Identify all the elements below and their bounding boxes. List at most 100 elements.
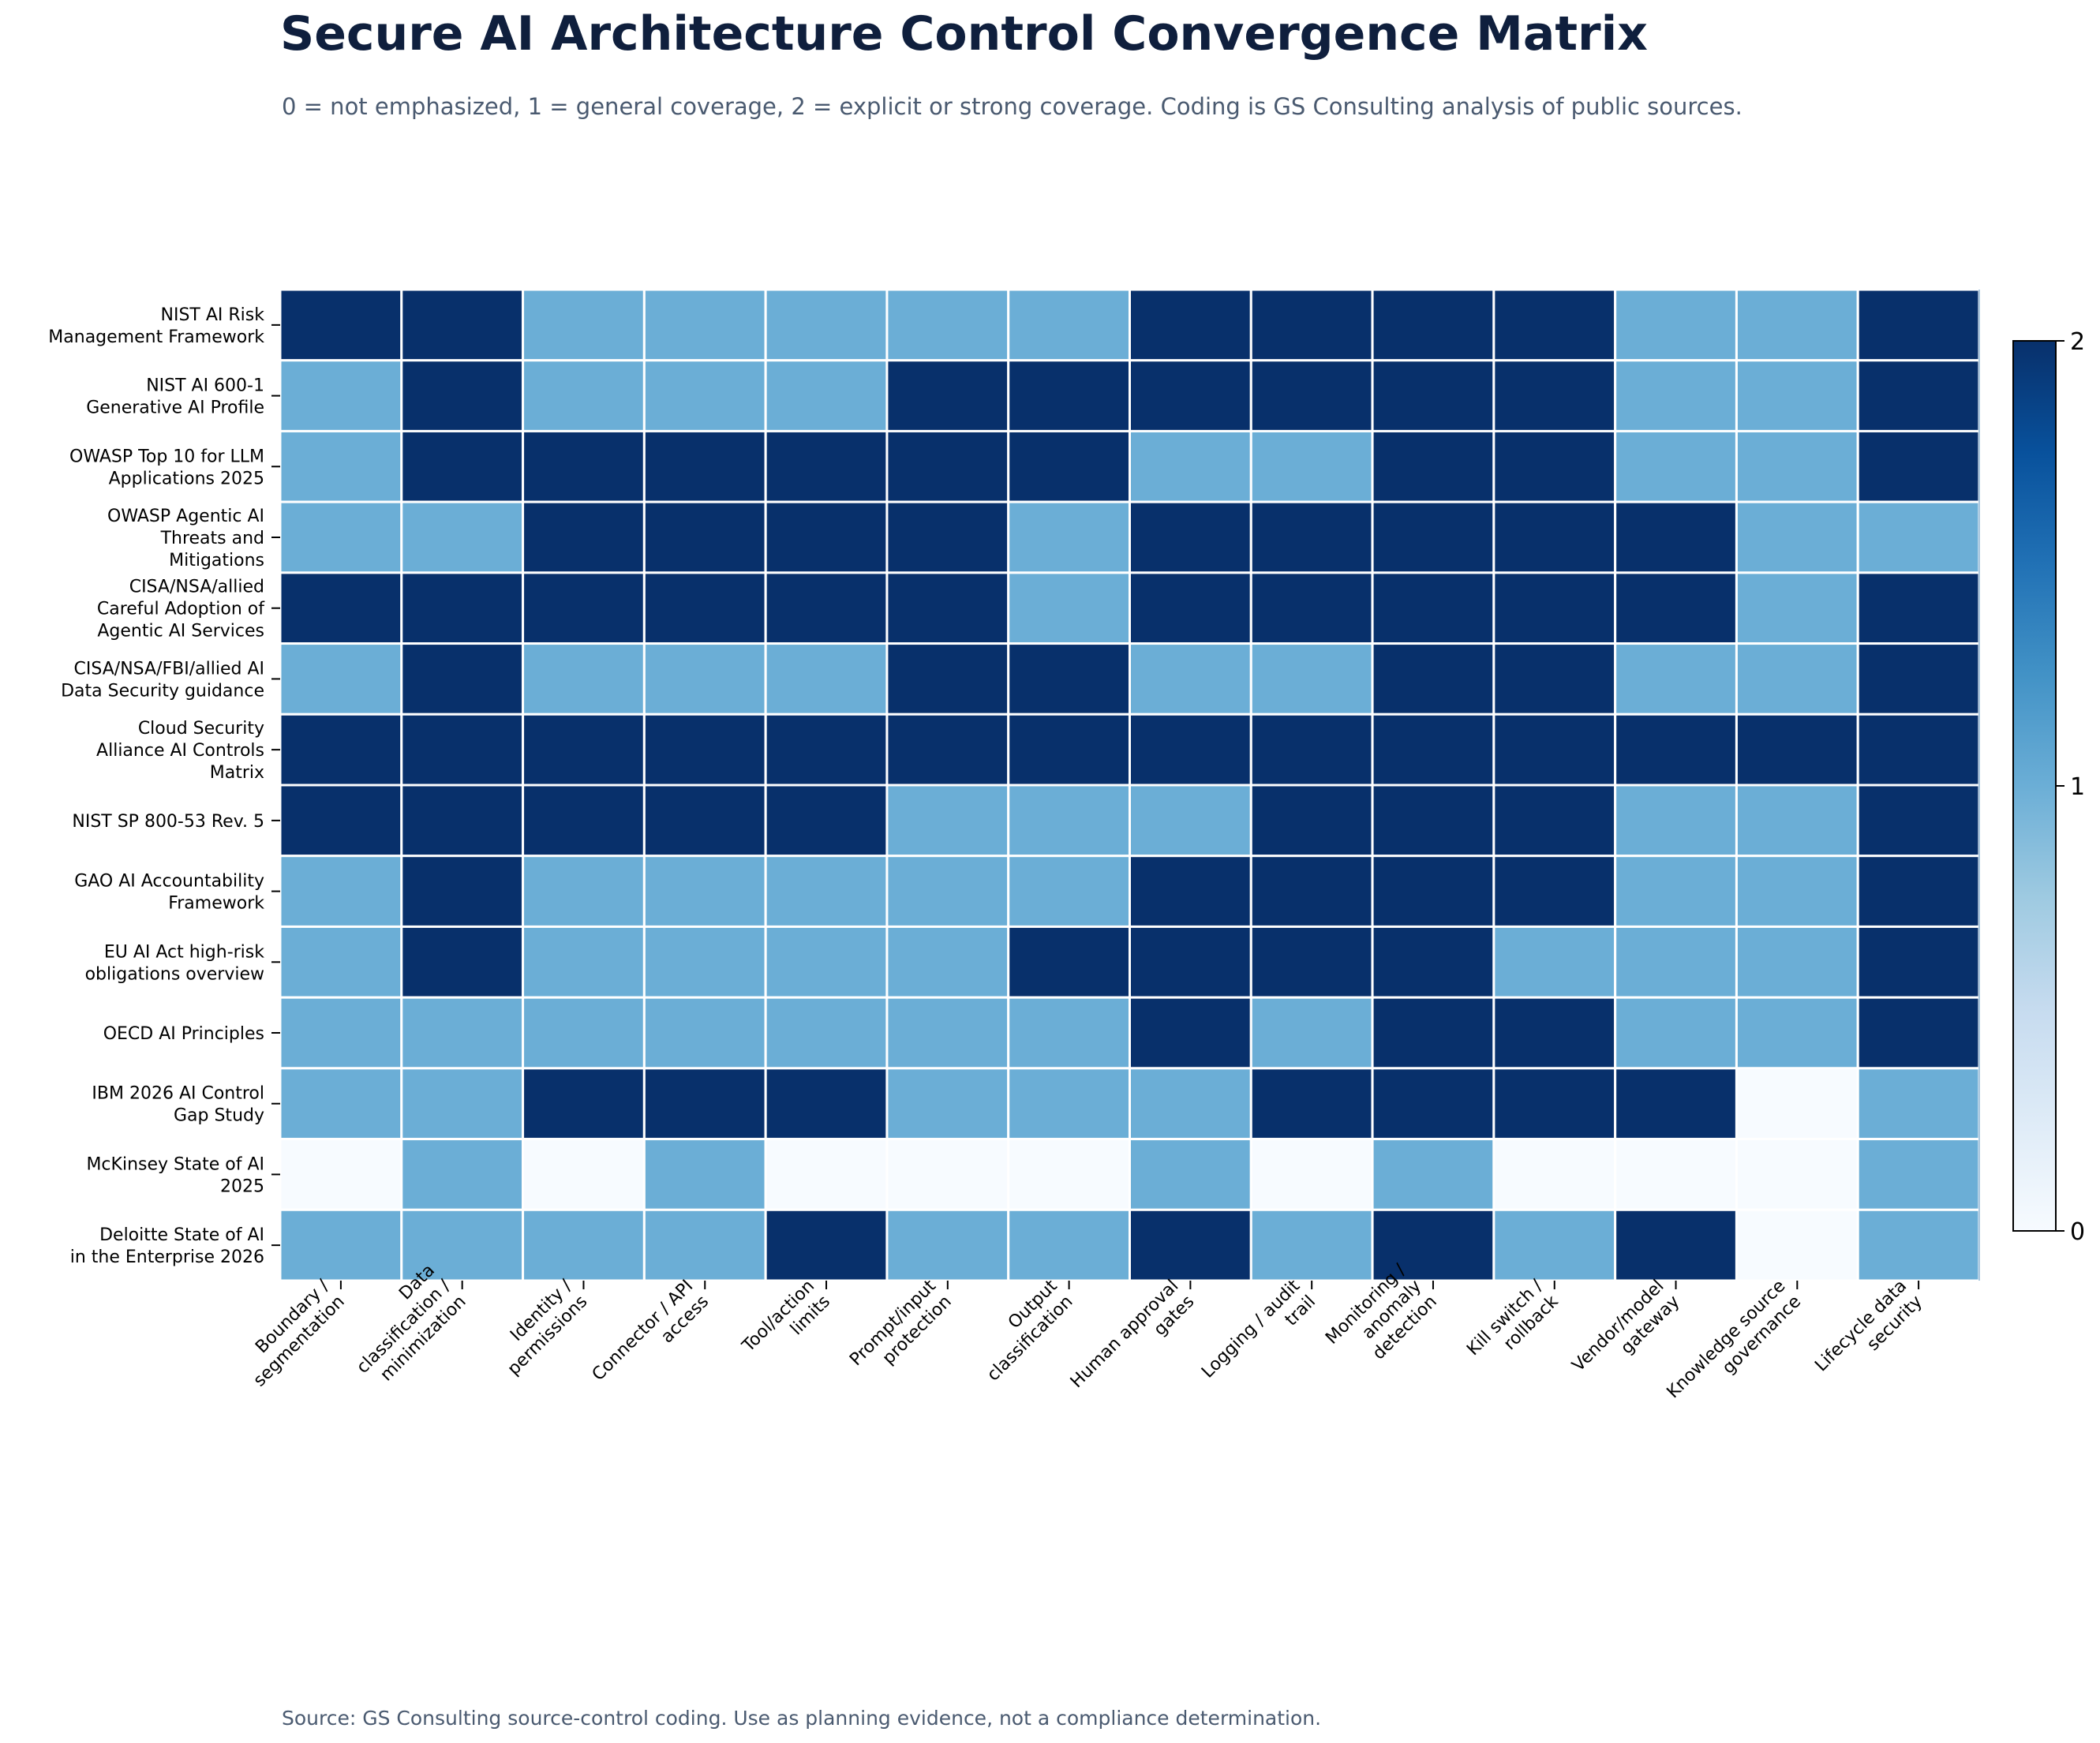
row-label-line: CISA/NSA/FBI/allied AI	[74, 659, 264, 679]
heatmap-cell	[1492, 642, 1617, 716]
heatmap-cell	[642, 1138, 767, 1211]
heatmap-cell	[400, 925, 525, 999]
heatmap-cell	[1129, 1067, 1252, 1141]
heatmap-cell	[885, 359, 1010, 432]
colorbar-tick-label: 2	[2070, 328, 2085, 356]
heatmap-cell	[400, 642, 525, 716]
heatmap-cell	[1735, 429, 1859, 503]
row-label-line: McKinsey State of AI	[86, 1154, 264, 1174]
heatmap-cell	[1129, 500, 1252, 574]
row-label-line: NIST SP 800-53 Rev. 5	[72, 812, 264, 832]
heatmap-cell	[642, 1208, 767, 1282]
heatmap-cell	[885, 571, 1010, 645]
row-label-line: IBM 2026 AI Control	[92, 1084, 264, 1104]
heatmap-cell	[885, 642, 1010, 716]
heatmap-cell	[1249, 642, 1374, 716]
heatmap-cell	[1129, 359, 1252, 432]
row-label-line: Data Security guidance	[61, 681, 264, 701]
row-label: Deloitte State of AI in the Enterprise 20…	[70, 1225, 264, 1267]
heatmap-cell	[1007, 784, 1131, 858]
row-label: EU AI Act high-risk obligations overview	[85, 942, 265, 984]
heatmap-cell	[1856, 855, 1981, 928]
heatmap-cell	[885, 1067, 1010, 1141]
heatmap-cell	[1129, 571, 1252, 645]
column-label-line: Logging / audit	[1198, 1276, 1304, 1382]
heatmap-cell	[764, 925, 889, 999]
heatmap-cell	[522, 1138, 646, 1211]
heatmap-cell	[1614, 996, 1738, 1070]
heatmap-cell	[1371, 855, 1495, 928]
row-label: Cloud Security Alliance AI Controls Matrix	[96, 719, 264, 783]
heatmap-cell	[764, 429, 889, 503]
heatmap-cell	[885, 500, 1010, 574]
heatmap-cell	[1249, 1208, 1374, 1282]
heatmap-cell	[642, 500, 767, 574]
heatmap-cell	[400, 996, 525, 1070]
heatmap-cell	[764, 713, 889, 787]
heatmap-cell	[642, 288, 767, 362]
heatmap-cell	[885, 1208, 1010, 1282]
row-label-line: OECD AI Principles	[103, 1024, 264, 1044]
heatmap-cell	[764, 996, 889, 1070]
heatmap-cell	[1856, 288, 1981, 362]
heatmap-cell	[1129, 925, 1252, 999]
heatmap-cell	[1735, 1067, 1859, 1141]
heatmap-cell	[1856, 996, 1981, 1070]
heatmap-cell	[522, 1067, 646, 1141]
heatmap-cell	[279, 1067, 403, 1141]
row-label-line: Careful Adoption of	[97, 600, 265, 619]
heatmap-cell	[764, 1138, 889, 1211]
heatmap-cell	[1249, 855, 1374, 928]
heatmap-cell	[400, 784, 525, 858]
colorbar-tick-label: 1	[2070, 773, 2085, 801]
heatmap-cell	[642, 1067, 767, 1141]
heatmap-cell	[885, 996, 1010, 1070]
heatmap-cell	[1614, 713, 1738, 787]
column-label: Human approvalgates	[1067, 1276, 1198, 1407]
heatmap-cell	[279, 642, 403, 716]
heatmap-cell	[1371, 500, 1495, 574]
heatmap-cell	[1249, 1067, 1374, 1141]
heatmap-cell	[1614, 500, 1738, 574]
heatmap-cell	[1371, 359, 1495, 432]
heatmap-cell	[1249, 429, 1374, 503]
row-label: OECD AI Principles	[103, 1024, 264, 1044]
heatmap-cell	[1007, 713, 1131, 787]
heatmap-cell	[1735, 713, 1859, 787]
heatmap-cell	[279, 784, 403, 858]
heatmap-cell	[1614, 429, 1738, 503]
heatmap-cell	[1492, 571, 1617, 645]
source-note: Source: GS Consulting source-control cod…	[282, 1707, 1322, 1730]
heatmap-cell	[1735, 642, 1859, 716]
heatmap-cell	[764, 288, 889, 362]
heatmap-cell	[1007, 855, 1131, 928]
row-label-line: Applications 2025	[109, 469, 264, 488]
colorbar: 0 1 2	[2012, 328, 2085, 1246]
heatmap-cell	[1735, 996, 1859, 1070]
heatmap-cell	[1007, 429, 1131, 503]
heatmap-cell	[1129, 996, 1252, 1070]
heatmap-cell	[279, 925, 403, 999]
heatmap-cell	[1371, 713, 1495, 787]
heatmap-cell	[1735, 784, 1859, 858]
heatmap-cell	[522, 500, 646, 574]
heatmap-cell	[885, 288, 1010, 362]
heatmap-cell	[1129, 1138, 1252, 1211]
heatmap-cell	[642, 571, 767, 645]
heatmap-cell	[1007, 996, 1131, 1070]
heatmap-cell	[522, 925, 646, 999]
heatmap-cell	[642, 642, 767, 716]
heatmap-cell	[1007, 359, 1131, 432]
row-label: McKinsey State of AI 2025	[86, 1154, 264, 1196]
column-label: Connector / APIaccess	[589, 1276, 713, 1400]
row-label-line: obligations overview	[85, 964, 264, 984]
heatmap-cell	[1249, 784, 1374, 858]
row-label: OWASP Top 10 for LLM Applications 2025	[69, 447, 264, 488]
heatmap-cell	[522, 571, 646, 645]
heatmap-cell	[1856, 500, 1981, 574]
row-label: NIST AI 600-1 Generative AI Profile	[86, 376, 264, 418]
heatmap-cell	[885, 925, 1010, 999]
heatmap-cell	[1856, 1138, 1981, 1211]
heatmap-cell	[1129, 1208, 1252, 1282]
